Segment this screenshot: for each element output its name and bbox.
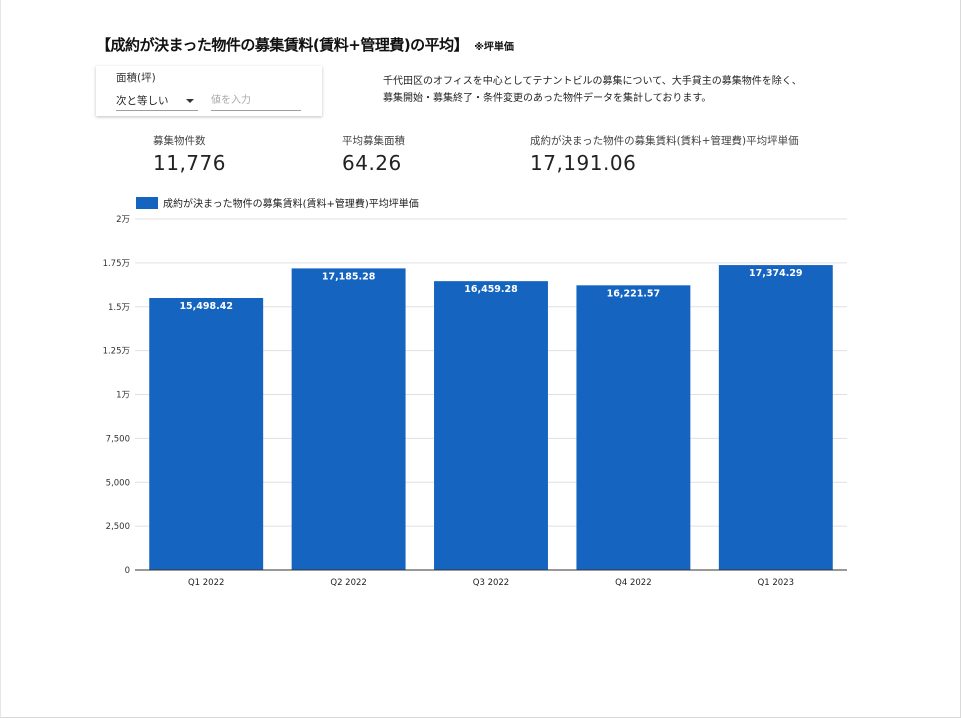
kpi-average-rent: 成約が決まった物件の募集賃料(賃料+管理費)平均坪単価 17,191.06	[530, 133, 799, 175]
operator-value: 次と等しい	[116, 95, 169, 107]
legend-label: 成約が決まった物件の募集賃料(賃料+管理費)平均坪単価	[163, 199, 419, 210]
x-tick-label: Q4 2022	[615, 578, 651, 588]
kpi-value: 64.26	[342, 151, 402, 175]
x-tick-label: Q1 2022	[188, 578, 224, 588]
kpi-label: 成約が決まった物件の募集賃料(賃料+管理費)平均坪単価	[530, 135, 799, 147]
dropdown-arrow-icon	[186, 99, 194, 103]
filter-value-placeholder: 値を入力	[211, 95, 251, 106]
bar-value-label: 15,498.42	[179, 301, 233, 312]
bar[interactable]	[291, 268, 406, 570]
y-tick-label: 0	[125, 566, 130, 576]
area-filter-control: 面積(坪) 次と等しい 値を入力	[96, 66, 322, 116]
kpi-value: 17,191.06	[530, 151, 637, 175]
title-note: ※坪単価	[474, 42, 514, 53]
description: 千代田区のオフィスを中心としてテナントビルの募集について、大手貸主の募集物件を除…	[383, 73, 863, 107]
y-tick-label: 7,500	[106, 434, 130, 444]
kpi-listing-count: 募集物件数 11,776	[153, 133, 226, 175]
x-tick-label: Q1 2023	[758, 578, 794, 588]
y-tick-label: 1.25万	[103, 347, 130, 357]
y-tick-label: 1.75万	[103, 259, 130, 269]
legend-swatch	[136, 196, 158, 209]
y-tick-label: 2,500	[106, 522, 130, 532]
bar[interactable]	[718, 265, 833, 570]
kpi-label: 募集物件数	[153, 135, 206, 147]
bar-value-label: 16,221.57	[607, 288, 661, 299]
operator-dropdown[interactable]: 次と等しい	[116, 93, 198, 111]
y-tick-label: 1万	[116, 391, 130, 401]
chart-legend: 成約が決まった物件の募集賃料(賃料+管理費)平均坪単価	[136, 195, 419, 210]
data-labels: 15,498.42 17,185.28 16,459.28 16,221.57 17,3…	[179, 268, 802, 312]
description-line-1: 千代田区のオフィスを中心としてテナントビルの募集について、大手貸主の募集物件を除…	[383, 76, 802, 87]
y-tick-label: 5,000	[106, 478, 130, 488]
bar-value-label: 16,459.28	[464, 284, 518, 295]
axes: 0 2,500 5,000 7,500 1万 1.25万 1.5万 1.75万 2万 Q1 202…	[103, 215, 847, 588]
x-tick-label: Q2 2022	[330, 578, 366, 588]
bar-value-label: 17,185.28	[322, 271, 376, 282]
bar[interactable]	[576, 285, 691, 570]
page-title: 【成約が決まった物件の募集賃料(賃料+管理費)の平均】 ※坪単価	[96, 34, 514, 55]
y-tick-label: 1.5万	[108, 303, 130, 313]
kpi-label: 平均募集面積	[342, 135, 405, 147]
y-tick-label: 2万	[116, 215, 130, 225]
bar[interactable]	[434, 281, 548, 570]
description-line-2: 募集開始・募集終了・条件変更のあった物件データを集計しております。	[383, 93, 712, 104]
bar[interactable]	[149, 298, 264, 570]
x-tick-label: Q3 2022	[473, 578, 509, 588]
filter-value-input[interactable]: 値を入力	[211, 93, 301, 111]
title-text: 【成約が決まった物件の募集賃料(賃料+管理費)の平均】	[96, 36, 469, 54]
filter-label: 面積(坪)	[116, 72, 156, 84]
kpi-average-area: 平均募集面積 64.26	[342, 133, 405, 175]
bars	[149, 265, 833, 570]
bar-value-label: 17,374.29	[749, 268, 803, 279]
kpi-value: 11,776	[153, 151, 226, 175]
